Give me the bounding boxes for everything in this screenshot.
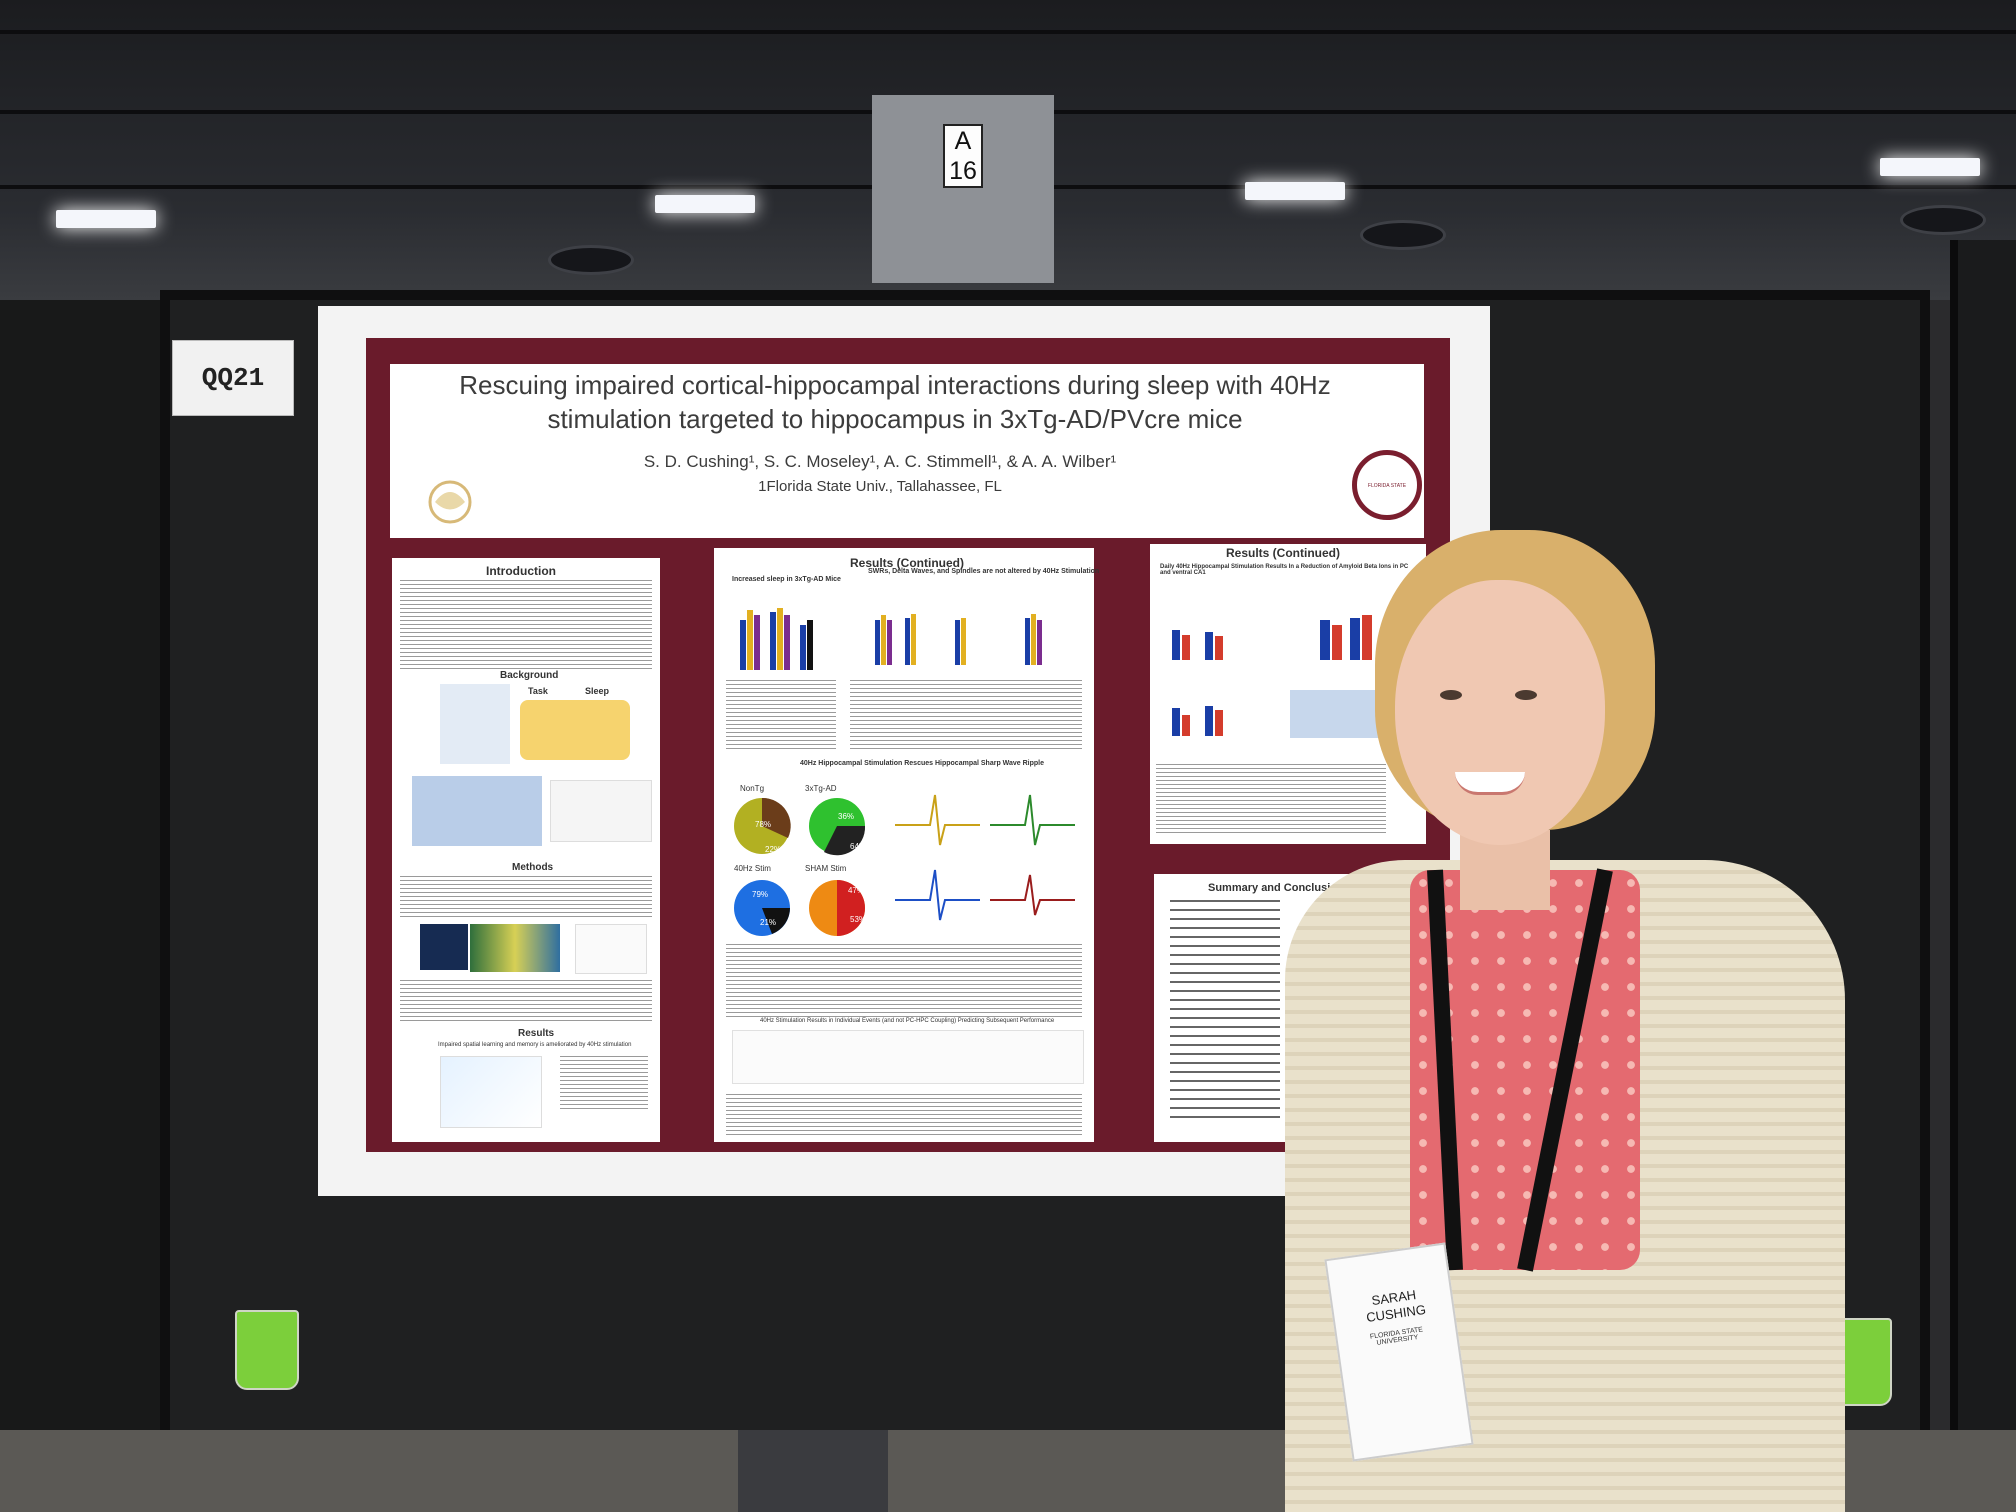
ceiling-light: [655, 195, 755, 213]
correlation-table: [1290, 690, 1386, 738]
ceiling-light: [1245, 182, 1345, 200]
section-results-continued: Results (Continued): [850, 556, 964, 570]
university-seal: FLORIDA STATE UNIVERSITY: [1352, 450, 1422, 550]
regression-plots: [732, 1030, 1084, 1084]
poster-affiliation: 1Florida State Univ., Tallahassee, FL: [758, 478, 1002, 495]
swr-caption: [850, 680, 1082, 750]
vent-icon: [548, 245, 634, 275]
results-text: [560, 1056, 648, 1112]
seal-text: FLORIDA STATE UNIVERSITY: [1367, 483, 1407, 550]
pie-label-3xtg: 3xTg-AD: [805, 784, 837, 793]
methods-image: [420, 924, 468, 970]
task-label: Task: [528, 686, 548, 696]
vent-icon: [1900, 205, 1986, 235]
poster-title-line1: Rescuing impaired cortical-hippocampal i…: [459, 370, 1331, 400]
sleep-caption: [726, 680, 836, 750]
section-results: Results: [518, 1028, 555, 1039]
pie-percent-label: 47%: [848, 886, 865, 895]
pie-label-nontg: NonTg: [740, 784, 765, 793]
pie-percent-label: 79%: [752, 890, 769, 899]
spatial-learning-plot: [440, 1056, 542, 1128]
sleep-label: Sleep: [585, 686, 610, 696]
results-subhead-individual: 40Hz Stimulation Results in Individual E…: [760, 1018, 1055, 1024]
truss: [0, 30, 2016, 34]
section-introduction: Introduction: [486, 564, 556, 578]
methods-caption: [400, 980, 652, 1024]
aisle-letter: A: [954, 127, 972, 155]
ceiling-light: [56, 210, 156, 228]
ceiling-light: [1880, 158, 1980, 176]
person-smile: [1455, 772, 1525, 795]
person-eye: [1515, 690, 1537, 700]
amyloid-caption: [1156, 764, 1386, 836]
pie-label-sham: SHAM Stim: [805, 864, 847, 873]
results-subhead-amyloid: Daily 40Hz Hippocampal Stimulation Resul…: [1160, 564, 1409, 576]
section-background: Background: [500, 670, 559, 681]
spectrogram: [470, 924, 560, 972]
swr-bar-charts: [860, 590, 1080, 670]
poster-title-box: [390, 364, 1424, 538]
aisle-number: 16: [949, 157, 977, 185]
lanyard: [1427, 868, 1613, 1272]
pie-percent-label: 21%: [760, 918, 777, 927]
section-summary: Summary and Conclusion: [1208, 882, 1344, 894]
aisle-sign: A 16: [943, 124, 983, 188]
sleep-bar-chart: [730, 590, 830, 670]
intro-text: [400, 580, 652, 670]
results-subhead-stim: 40Hz Hippocampal Stimulation Rescues Hip…: [800, 760, 1045, 767]
ripple-traces: [890, 790, 1080, 930]
individual-caption: [726, 1094, 1082, 1138]
poster-title: Rescuing impaired cortical-hippocampal i…: [400, 368, 1390, 436]
summary-text: [1170, 900, 1280, 1120]
pie-percent-label: 64%: [850, 842, 867, 851]
pie-percent-label: 53%: [850, 915, 867, 924]
pie-label-40hz: 40Hz Stim: [734, 864, 771, 873]
neighbor-board-right: [1950, 240, 2016, 1430]
results-subhead-swr: SWRs, Delta Waves, and Spindles are not …: [868, 568, 1100, 575]
pie-percent-label: 78%: [755, 820, 772, 829]
vent-icon: [1360, 220, 1446, 250]
amyloid-bars-right: [1290, 600, 1386, 680]
poster-title-line2: stimulation targeted to hippocampus in 3…: [547, 404, 1243, 434]
person-eye: [1440, 690, 1462, 700]
poster-authors: S. D. Cushing¹, S. C. Moseley¹, A. C. St…: [643, 452, 1117, 471]
amyloid-bar-charts: [1160, 590, 1280, 740]
neuroscience-logo-icon: [428, 480, 472, 524]
pie-percent-label: 22%: [765, 845, 782, 854]
pie-percent-label: 36%: [838, 812, 855, 821]
person-face: [1395, 580, 1605, 845]
booth-label: QQ21: [172, 340, 294, 416]
background-table: [412, 776, 542, 846]
background-person: [738, 1430, 888, 1512]
background-flowchart: [440, 684, 510, 764]
pie-charts: [734, 797, 866, 936]
methods-plot: [575, 924, 647, 974]
section-methods: Methods: [512, 862, 554, 873]
section-results-continued-2: Results (Continued): [1226, 546, 1340, 560]
background-bar-chart: [550, 780, 652, 842]
results-subhead-sleep: Increased sleep in 3xTg-AD Mice: [732, 576, 841, 583]
results-subhead-spatial: Impaired spatial learning and memory is …: [438, 1042, 632, 1048]
neighbor-board: [0, 300, 175, 1430]
network-diagram: [520, 700, 630, 760]
stim-caption: [726, 944, 1082, 1020]
methods-text: [400, 876, 652, 920]
paper-cup: [235, 1310, 299, 1390]
